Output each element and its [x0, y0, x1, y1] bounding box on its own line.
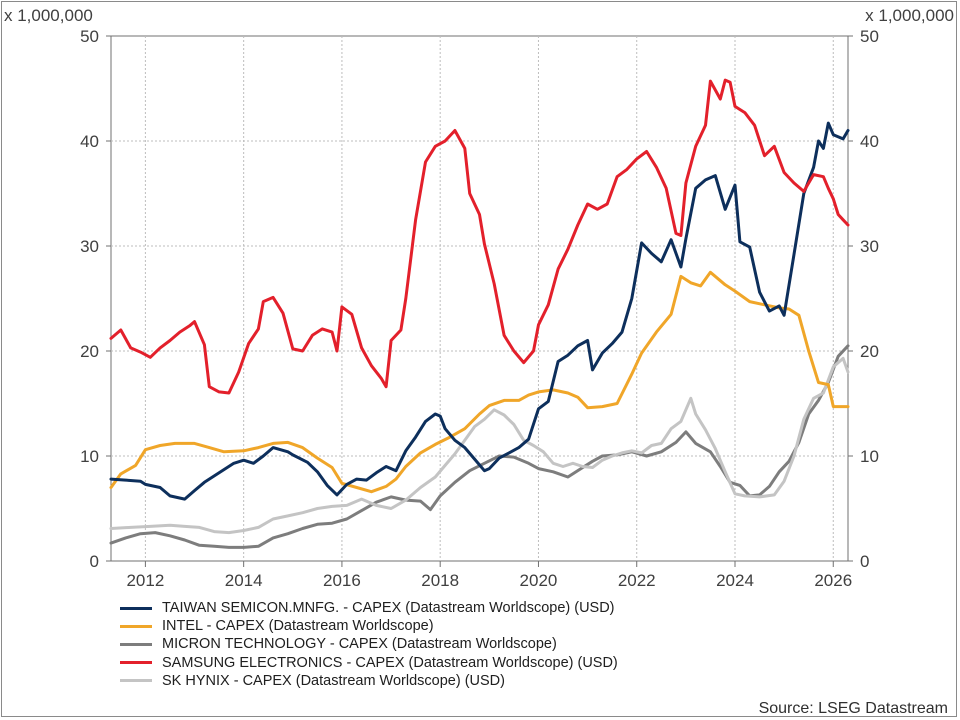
y-axis-unit-left: x 1,000,000: [4, 6, 93, 25]
legend-item: SK HYNIX - CAPEX (Datastream Worldscope)…: [120, 672, 618, 690]
y-axis-unit-right: x 1,000,000: [865, 6, 954, 25]
legend-swatch: [120, 679, 152, 683]
legend-swatch: [120, 624, 152, 628]
y-tick-label-left: 20: [80, 342, 99, 361]
series-line-3: [109, 78, 850, 395]
grid: [111, 36, 848, 561]
series-line-1: [109, 270, 850, 494]
y-axis-right: 0 10 20 30 40 50: [848, 27, 879, 571]
legend-label: SAMSUNG ELECTRONICS - CAPEX (Datastream …: [162, 654, 618, 671]
legend-item: TAIWAN SEMICON.MNFG. - CAPEX (Datastream…: [120, 599, 618, 617]
legend-swatch: [120, 606, 152, 610]
x-tick-label: 2018: [421, 571, 459, 590]
y-tick-label-right: 30: [860, 237, 879, 256]
plot-area: [110, 35, 849, 562]
legend-item: INTEL - CAPEX (Datastream Worldscope): [120, 617, 618, 635]
series-line-0: [109, 121, 850, 501]
legend-label: MICRON TECHNOLOGY - CAPEX (Datastream Wo…: [162, 636, 557, 653]
legend-label: INTEL - CAPEX (Datastream Worldscope): [162, 618, 434, 635]
series-layer: [109, 78, 850, 549]
y-tick-label-left: 10: [80, 447, 99, 466]
y-tick-label-right: 50: [860, 27, 879, 46]
legend-label: SK HYNIX - CAPEX (Datastream Worldscope)…: [162, 672, 505, 689]
series-line-4: [109, 356, 850, 535]
x-tick-label: 2026: [814, 571, 852, 590]
x-tick-label: 2022: [618, 571, 656, 590]
x-tick-label: 2024: [716, 571, 754, 590]
x-tick-label: 2020: [520, 571, 558, 590]
y-tick-label-left: 0: [90, 552, 99, 571]
legend-label: TAIWAN SEMICON.MNFG. - CAPEX (Datastream…: [162, 600, 615, 617]
y-tick-label-left: 50: [80, 27, 99, 46]
x-axis: 2012 2014 2016 2018 2020 2022 2024 2026: [126, 561, 852, 590]
line-chart: 2012 2014 2016 2018 2020 2022 2024 2026 0 10 20 30…: [80, 27, 879, 590]
legend-item: MICRON TECHNOLOGY - CAPEX (Datastream Wo…: [120, 635, 618, 653]
y-tick-label-left: 40: [80, 132, 99, 151]
legend: TAIWAN SEMICON.MNFG. - CAPEX (Datastream…: [120, 599, 618, 690]
y-tick-label-right: 0: [860, 552, 869, 571]
x-tick-label: 2012: [126, 571, 164, 590]
y-tick-label-right: 10: [860, 447, 879, 466]
source-note: Source: LSEG Datastream: [758, 700, 948, 717]
y-tick-label-right: 20: [860, 342, 879, 361]
y-tick-label-left: 30: [80, 237, 99, 256]
legend-swatch: [120, 642, 152, 646]
legend-item: SAMSUNG ELECTRONICS - CAPEX (Datastream …: [120, 654, 618, 672]
y-tick-label-right: 40: [860, 132, 879, 151]
legend-swatch: [120, 661, 152, 665]
x-tick-label: 2016: [323, 571, 361, 590]
series-line-2: [109, 344, 850, 549]
x-tick-label: 2014: [225, 571, 263, 590]
y-axis-left: 0 10 20 30 40 50: [80, 27, 111, 571]
